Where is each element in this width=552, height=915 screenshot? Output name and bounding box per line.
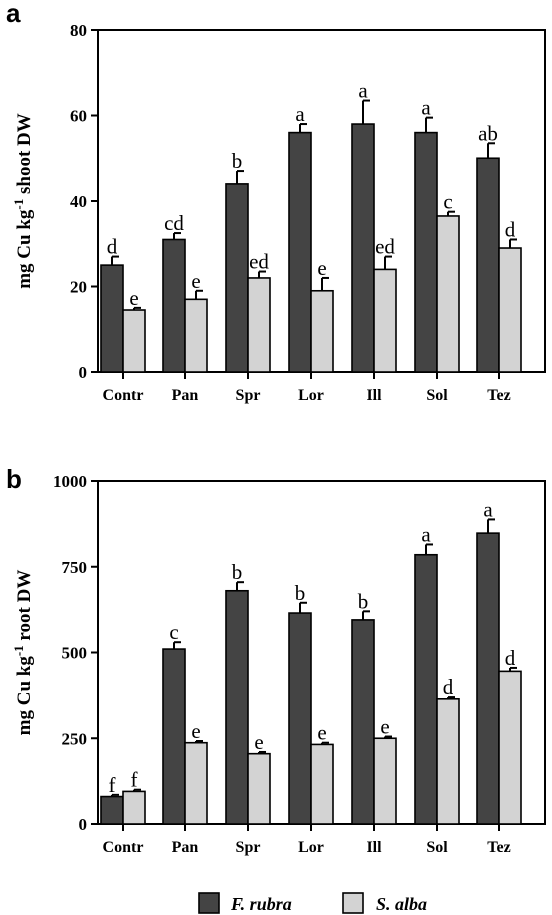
sig-letter-b-s1: e xyxy=(317,721,326,745)
x-tick-label-a: Lor xyxy=(298,387,324,404)
sig-letter-b-s1: e xyxy=(191,719,200,743)
y-axis-label-b: mg Cu kg-1 root DW xyxy=(11,570,35,736)
sig-letter-a-s1: ed xyxy=(375,235,395,259)
y-tick-label-a: 40 xyxy=(70,192,87,211)
bar-b-s0 xyxy=(162,648,186,825)
legend-swatch-2 xyxy=(342,892,364,914)
x-tick-label-b: Sol xyxy=(426,839,448,856)
bar-b-s0 xyxy=(100,795,124,825)
y-tick-label-a: 80 xyxy=(70,21,87,40)
bar-a-s0 xyxy=(100,264,124,373)
sig-letter-a-s0: a xyxy=(421,96,431,120)
bar-b-s0 xyxy=(414,553,438,825)
sig-letter-a-s1: ed xyxy=(249,250,269,274)
sig-letter-b-s0: a xyxy=(483,497,493,521)
bar-b-s0 xyxy=(476,532,500,825)
bar-a-s0 xyxy=(476,157,500,373)
sig-letter-a-s0: b xyxy=(232,149,243,173)
x-tick-label-a: Pan xyxy=(172,387,199,404)
y-tick-label-b: 1000 xyxy=(53,472,87,491)
x-tick-label-a: Tez xyxy=(487,387,510,404)
x-tick-label-a: Contr xyxy=(103,387,144,404)
sig-letter-a-s1: d xyxy=(505,217,516,241)
bar-a-s1 xyxy=(247,277,271,373)
bar-a-s1 xyxy=(122,309,146,373)
sig-letter-a-s0: d xyxy=(107,235,118,259)
sig-letter-a-s1: e xyxy=(191,269,200,293)
x-tick-label-a: Spr xyxy=(236,387,261,404)
x-tick-label-b: Contr xyxy=(103,839,144,856)
legend-label-1: F. rubra xyxy=(230,894,292,914)
bar-a-s1 xyxy=(373,268,397,373)
sig-letter-b-s1: e xyxy=(380,715,389,739)
panel-b-letter: b xyxy=(6,464,22,494)
x-tick-label-b: Pan xyxy=(172,839,199,856)
bar-b-s1 xyxy=(184,741,208,825)
legend-swatch-1 xyxy=(198,892,220,914)
x-tick-label-a: Sol xyxy=(426,387,448,404)
x-tick-label-b: Tez xyxy=(487,839,510,856)
bar-a-s0 xyxy=(288,131,312,373)
bar-b-s0 xyxy=(225,589,249,825)
sig-letter-a-s0: cd xyxy=(164,211,184,235)
sig-letter-a-s1: c xyxy=(443,190,452,214)
y-tick-label-b: 0 xyxy=(79,815,88,834)
bar-a-s1 xyxy=(184,298,208,373)
sig-letter-a-s0: a xyxy=(358,79,368,103)
y-tick-label-b: 250 xyxy=(62,729,88,748)
panel-a-letter: a xyxy=(6,0,21,28)
bar-a-s1 xyxy=(310,289,334,373)
y-tick-label-a: 0 xyxy=(79,363,88,382)
bar-b-s1 xyxy=(498,670,522,825)
y-tick-label-a: 60 xyxy=(70,107,87,126)
x-tick-label-b: Lor xyxy=(298,839,324,856)
bar-b-s1 xyxy=(122,790,146,825)
sig-letter-b-s0: b xyxy=(358,589,369,613)
sig-letter-a-s0: ab xyxy=(478,121,498,145)
x-tick-label-b: Spr xyxy=(236,839,261,856)
bar-b-s1 xyxy=(373,737,397,825)
sig-letter-a-s0: a xyxy=(295,102,305,126)
y-tick-label-b: 750 xyxy=(62,558,88,577)
bar-a-s1 xyxy=(436,215,460,373)
y-tick-label-b: 500 xyxy=(62,644,88,663)
sig-letter-b-s1: d xyxy=(443,675,454,699)
sig-letter-b-s0: c xyxy=(169,620,178,644)
bar-a-s1 xyxy=(498,247,522,373)
x-tick-label-a: Ill xyxy=(366,387,382,404)
y-axis-label-a: mg Cu kg-1 shoot DW xyxy=(11,113,35,289)
bar-a-s0 xyxy=(162,238,186,373)
y-tick-label-a: 20 xyxy=(70,278,87,297)
sig-letter-a-s1: e xyxy=(317,256,326,280)
x-tick-label-b: Ill xyxy=(366,839,382,856)
sig-letter-b-s1: f xyxy=(131,768,138,792)
bar-a-s0 xyxy=(225,183,249,373)
sig-letter-b-s0: f xyxy=(109,773,116,797)
bar-b-s1 xyxy=(247,752,271,825)
bar-b-s0 xyxy=(288,612,312,825)
bar-a-s0 xyxy=(414,131,438,373)
sig-letter-b-s0: b xyxy=(232,560,243,584)
sig-letter-b-s0: a xyxy=(421,522,431,546)
bar-b-s1 xyxy=(436,698,460,825)
sig-letter-b-s0: b xyxy=(295,581,306,605)
bar-b-s0 xyxy=(351,619,375,825)
sig-letter-b-s1: d xyxy=(505,646,516,670)
bar-a-s0 xyxy=(351,123,375,373)
legend-label-2: S. alba xyxy=(376,894,427,914)
sig-letter-a-s1: e xyxy=(129,286,138,310)
sig-letter-b-s1: e xyxy=(254,730,263,754)
bar-b-s1 xyxy=(310,743,334,825)
